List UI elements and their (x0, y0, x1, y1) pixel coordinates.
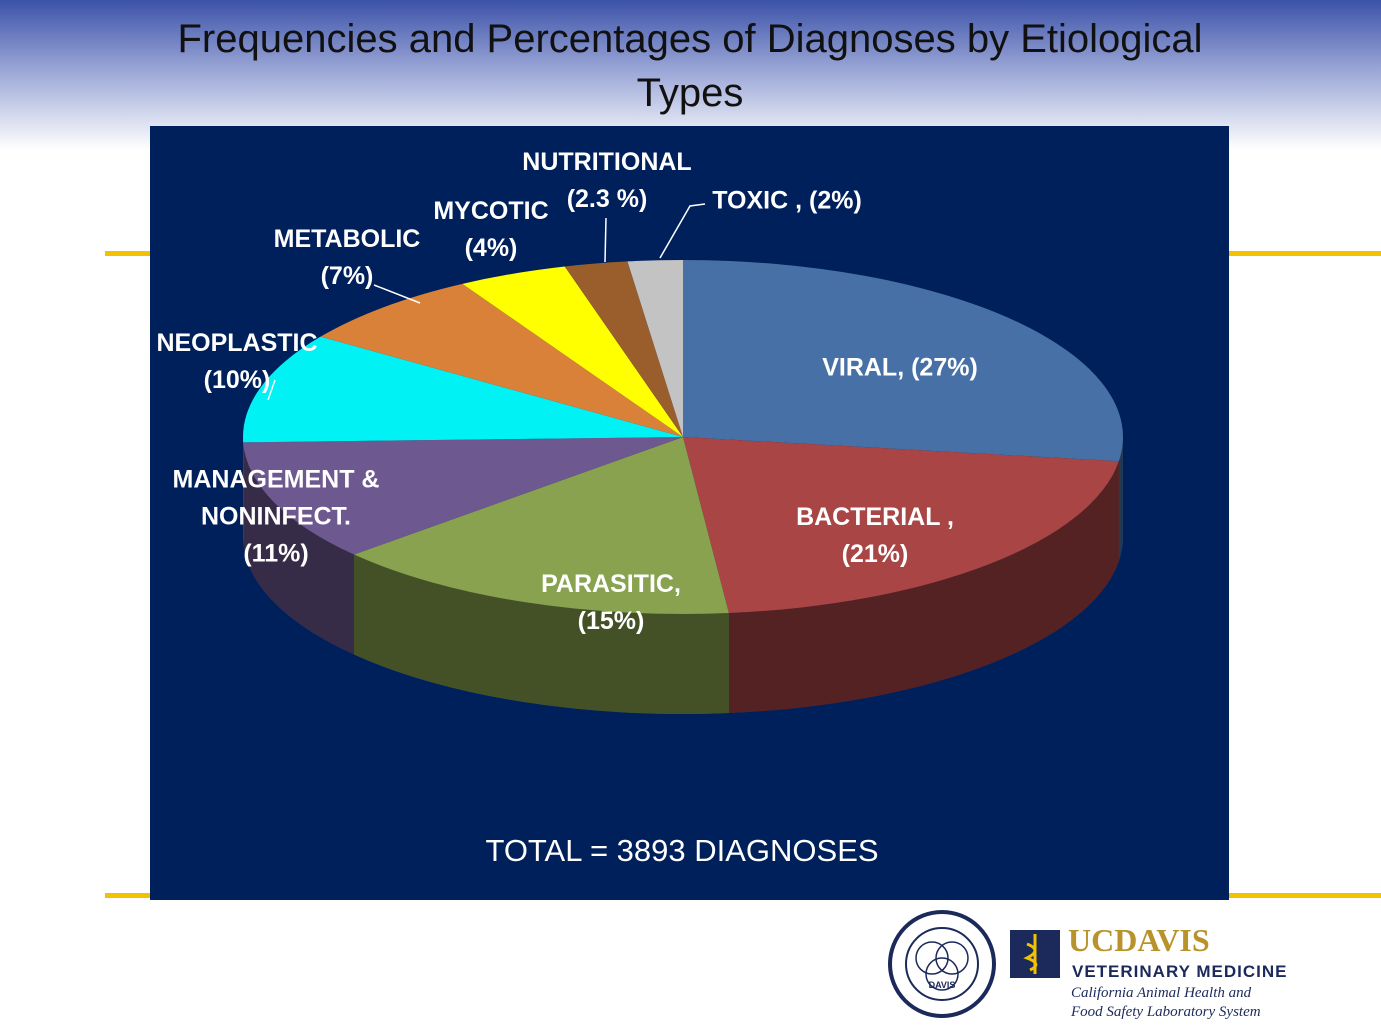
value-label: (7%) (320, 262, 374, 290)
value-label: (10%) (203, 366, 271, 394)
slice (683, 437, 1119, 614)
slice-label: NEOPLASTIC (10%) (137, 325, 337, 399)
slice-side-shade (353, 554, 729, 714)
brand: UCDAVIS (1068, 922, 1210, 958)
slice-side-shade (728, 461, 1119, 714)
value-label: (21%) (841, 540, 909, 568)
category-label: BACTERIAL , (796, 503, 954, 531)
slice-side-shade (243, 442, 354, 655)
slice-side-shade (1118, 437, 1123, 562)
leader-line (373, 284, 421, 304)
slice (320, 283, 683, 437)
slice-label: VIRAL, (27%) (700, 350, 1100, 387)
leader-line (604, 217, 607, 263)
value-label: (2.3 %) (566, 185, 648, 213)
slice-label: MANAGEMENT & NONINFECT. (11%) (166, 462, 386, 573)
seal-text: DAVIS (929, 980, 956, 990)
slice (683, 260, 1123, 462)
value-label: (11%) (243, 539, 309, 568)
caduceus (1023, 934, 1038, 974)
category-label: VIRAL, (822, 353, 905, 382)
pie-tops (242, 260, 1123, 614)
total-annotation: TOTAL = 3893 DIAGNOSES (485, 833, 879, 868)
pie-sides (243, 437, 1123, 714)
category-label: PARASITIC, (541, 570, 681, 598)
slice (243, 437, 683, 555)
category-label: NUTRITIONAL (522, 148, 692, 176)
value-label: (27%) (911, 353, 978, 382)
value-label: (15%) (577, 607, 645, 635)
seal-ring (935, 941, 969, 975)
value-label: (2%) (809, 186, 862, 215)
seal-ring (915, 941, 949, 975)
slice (462, 266, 683, 437)
category-label: MANAGEMENT & NONINFECT. (172, 465, 380, 531)
slice-label: BACTERIAL , (21%) (775, 499, 975, 573)
seal-logo: DAVIS (888, 910, 1060, 1018)
slice-label: NUTRITIONAL (2.3 %) (507, 144, 707, 218)
slice-label: TOXIC , (2%) (657, 183, 917, 220)
category-label: TOXIC , (712, 186, 803, 215)
slice-label: PARASITIC, (15%) (511, 566, 711, 640)
category-label: NEOPLASTIC (156, 329, 318, 357)
lab-name: Food Safety Laboratory System (1071, 1004, 1261, 1020)
leader-line (659, 203, 706, 259)
value-label: (4%) (464, 234, 518, 262)
leader-line (267, 379, 276, 401)
category-label: MYCOTIC (433, 197, 549, 225)
school: VETERINARY MEDICINE (1072, 962, 1288, 981)
slice (627, 260, 683, 437)
slice-label: MYCOTIC (4%) (411, 193, 571, 267)
chart-title: Frequencies and Percentages of Diagnoses… (177, 17, 1203, 115)
slice (242, 336, 683, 443)
slice (353, 437, 729, 614)
slice-label: METABOLIC (7%) (247, 221, 447, 295)
slice (564, 261, 683, 437)
seal-ring (905, 927, 979, 1001)
lab-name: California Animal Health and (1071, 985, 1252, 1001)
seal-ring (925, 957, 959, 991)
category-label: METABOLIC (273, 225, 421, 253)
